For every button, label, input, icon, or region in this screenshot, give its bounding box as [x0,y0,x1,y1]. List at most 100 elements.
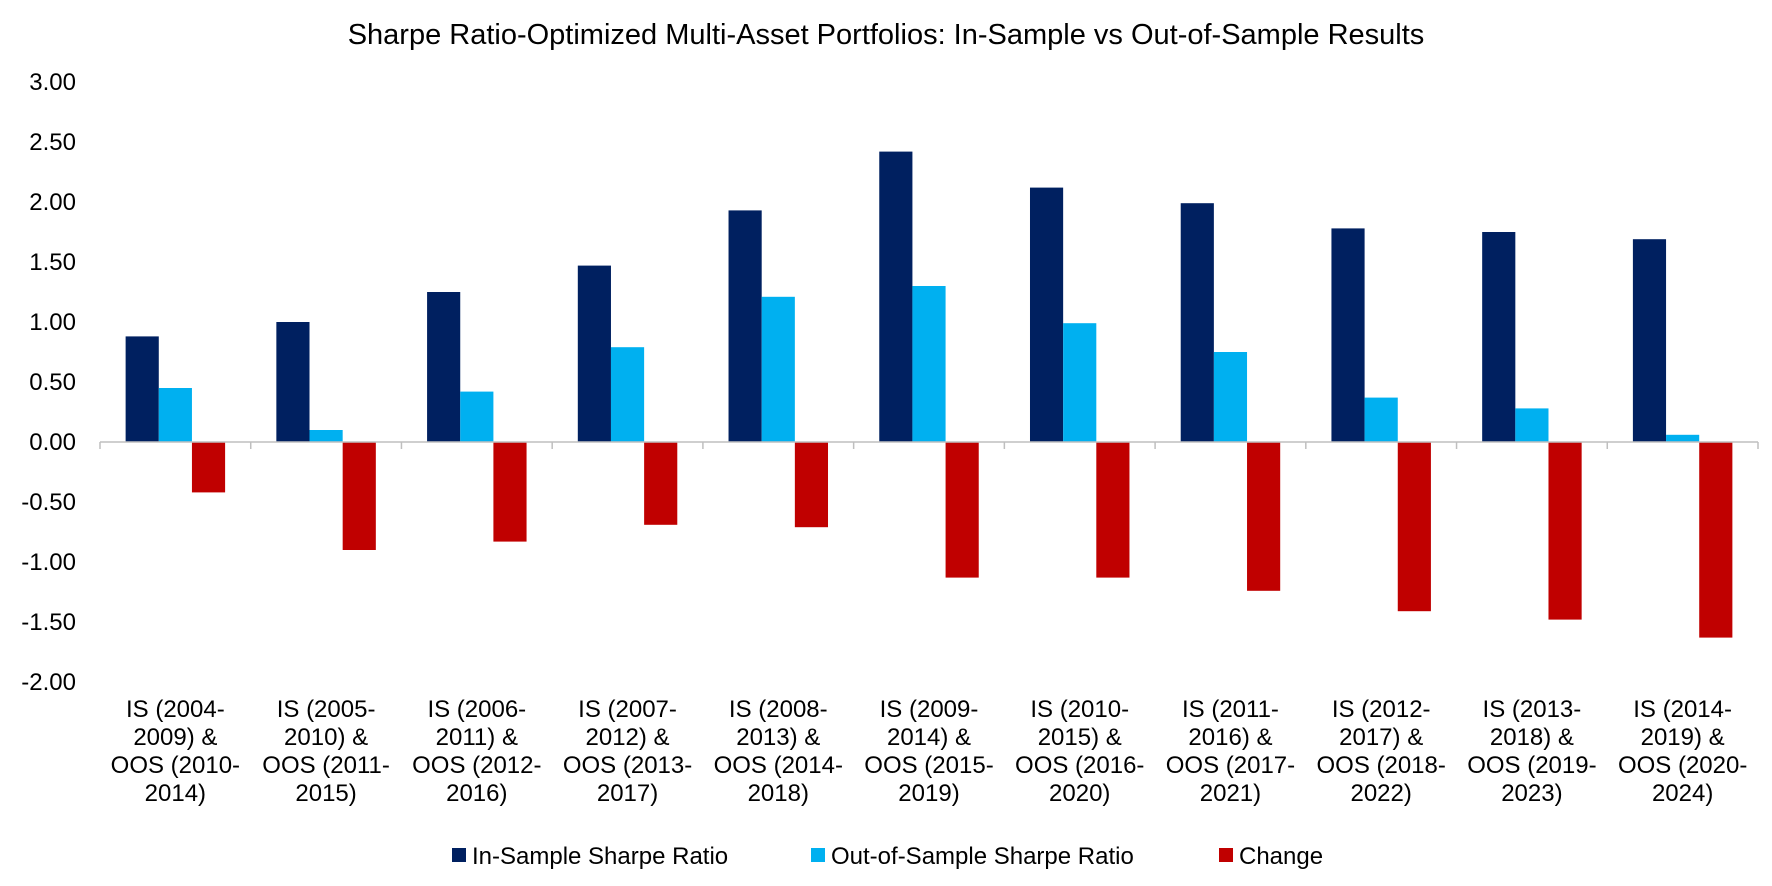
x-tick-label-line: OOS (2013- [563,752,692,779]
x-tick-label-line: 2010) & [284,724,368,751]
x-tick-label-line: 2020) [1049,780,1110,807]
bar-change [1397,442,1431,612]
x-tick-label-line: IS (2011- [1182,696,1279,723]
bar-out-of-sample-sharpe-ratio [1063,323,1097,442]
legend-label: Out-of-Sample Sharpe Ratio [831,843,1134,870]
y-tick-label: 3.00 [29,69,76,96]
y-tick-label: -2.00 [21,669,76,696]
bar-in-sample-sharpe-ratio [427,292,461,442]
y-tick-label: 0.50 [29,369,76,396]
bar-in-sample-sharpe-ratio [1180,203,1214,442]
legend-label: Change [1239,843,1323,870]
x-tick-label-line: 2024) [1652,780,1713,807]
y-tick-label: -1.50 [21,609,76,636]
x-tick-label-line: OOS (2011- [262,752,390,779]
x-tick-label-line: 2014) & [887,724,971,751]
legend-swatch [1219,848,1233,862]
x-tick-label-line: OOS (2019- [1467,752,1596,779]
x-tick-label-line: 2016) & [1188,724,1272,751]
x-tick-label: IS (2014-2019) & OOS (2020-2024) [1618,696,1747,807]
x-tick-label: IS (2006-2011) & OOS (2012-2016) [412,696,541,807]
legend-swatch [811,848,825,862]
x-tick-label-line: OOS (2010- [111,752,240,779]
bar-out-of-sample-sharpe-ratio [761,296,795,442]
bar-change [493,442,527,542]
x-tick-label: IS (2010-2015) & OOS (2016-2020) [1015,696,1144,807]
x-tick-label-line: 2018) [748,780,809,807]
y-tick-label: 1.00 [29,309,76,336]
x-tick-label-line: 2017) [597,780,658,807]
x-tick-label: IS (2007-2012) & OOS (2013-2017) [563,696,692,807]
x-tick-label-line: IS (2014- [1633,696,1732,723]
bar-change [1699,442,1733,638]
x-tick-label-line: 2022) [1350,780,1411,807]
x-tick-label-line: OOS (2012- [412,752,541,779]
x-tick-label-line: OOS (2015- [864,752,993,779]
legend-swatch [452,848,466,862]
y-tick-label: -0.50 [21,489,76,516]
x-tick-label-line: 2017) & [1339,724,1423,751]
bar-change [794,442,829,528]
x-tick-label: IS (2013-2018) & OOS (2019-2023) [1467,696,1596,807]
bar-out-of-sample-sharpe-ratio [460,391,494,442]
bar-out-of-sample-sharpe-ratio [1666,434,1700,442]
x-tick-label: IS (2005-2010) & OOS (2011-2015) [262,696,390,807]
bar-in-sample-sharpe-ratio [1632,239,1667,442]
bar-change [1548,442,1582,620]
bar-out-of-sample-sharpe-ratio [1515,408,1549,442]
legend-label: In-Sample Sharpe Ratio [472,843,728,870]
bar-in-sample-sharpe-ratio [1331,228,1365,442]
bar-in-sample-sharpe-ratio [577,265,611,442]
x-tick-label-line: 2015) [295,780,356,807]
y-tick-label: -1.00 [21,549,76,576]
x-tick-label-line: 2012) & [586,724,670,751]
bar-out-of-sample-sharpe-ratio [912,286,946,442]
y-tick-label: 2.50 [29,129,76,156]
x-tick-label-line: IS (2008- [729,696,828,723]
x-tick-label: IS (2012-2017) & OOS (2018-2022) [1316,696,1445,807]
x-tick-label-line: 2015) & [1038,724,1122,751]
x-tick-label-line: 2019) & [1641,724,1725,751]
bar-in-sample-sharpe-ratio [1482,232,1516,442]
x-tick-label: IS (2009-2014) & OOS (2015-2019) [864,696,993,807]
y-tick-label: 1.50 [29,249,76,276]
bar-out-of-sample-sharpe-ratio [309,430,343,442]
x-tick-label-line: OOS (2020- [1618,752,1747,779]
bar-change [342,442,376,550]
x-tick-label-line: IS (2012- [1332,696,1431,723]
bar-change [1247,442,1281,591]
y-tick-label: 0.00 [29,429,76,456]
x-tick-label-line: IS (2005- [277,696,376,723]
x-tick-label-line: 2016) [446,780,507,807]
x-tick-label-line: OOS (2018- [1316,752,1445,779]
x-tick-label-line: IS (2013- [1483,696,1582,723]
x-tick-label-line: IS (2010- [1030,696,1129,723]
x-tick-label-line: 2018) & [1490,724,1574,751]
x-tick-label-line: IS (2009- [880,696,979,723]
x-tick-label-line: 2009) & [133,724,217,751]
x-tick-label-line: IS (2007- [578,696,677,723]
x-tick-label-line: 2023) [1501,780,1562,807]
x-tick-label-line: IS (2006- [427,696,526,723]
x-tick-label-line: OOS (2016- [1015,752,1144,779]
y-tick-label: 2.00 [29,189,76,216]
legend: In-Sample Sharpe Ratio Out-of-Sample Shar… [452,843,1323,870]
x-tick-label: IS (2008-2013) & OOS (2014-2018) [714,696,843,807]
bar-out-of-sample-sharpe-ratio [1364,397,1398,442]
x-tick-label-line: OOS (2017- [1166,752,1295,779]
bar-in-sample-sharpe-ratio [276,322,310,442]
y-axis: 3.00 2.50 2.00 1.50 1.00 0.50 0.00 -0.50 -1.00 -1… [21,69,76,696]
x-tick-label-line: 2013) & [736,724,820,751]
x-tick-label-line: 2021) [1200,780,1261,807]
bar-change [191,442,226,493]
x-tick-label-line: OOS (2014- [714,752,843,779]
bar-out-of-sample-sharpe-ratio [158,388,192,442]
bar-in-sample-sharpe-ratio [1029,187,1064,442]
bar-change [945,442,979,578]
x-tick-label-line: 2019) [898,780,959,807]
x-tick-label-line: 2014) [145,780,206,807]
bar-in-sample-sharpe-ratio [728,210,762,442]
bar-out-of-sample-sharpe-ratio [610,347,645,442]
bar-change [1096,442,1130,578]
